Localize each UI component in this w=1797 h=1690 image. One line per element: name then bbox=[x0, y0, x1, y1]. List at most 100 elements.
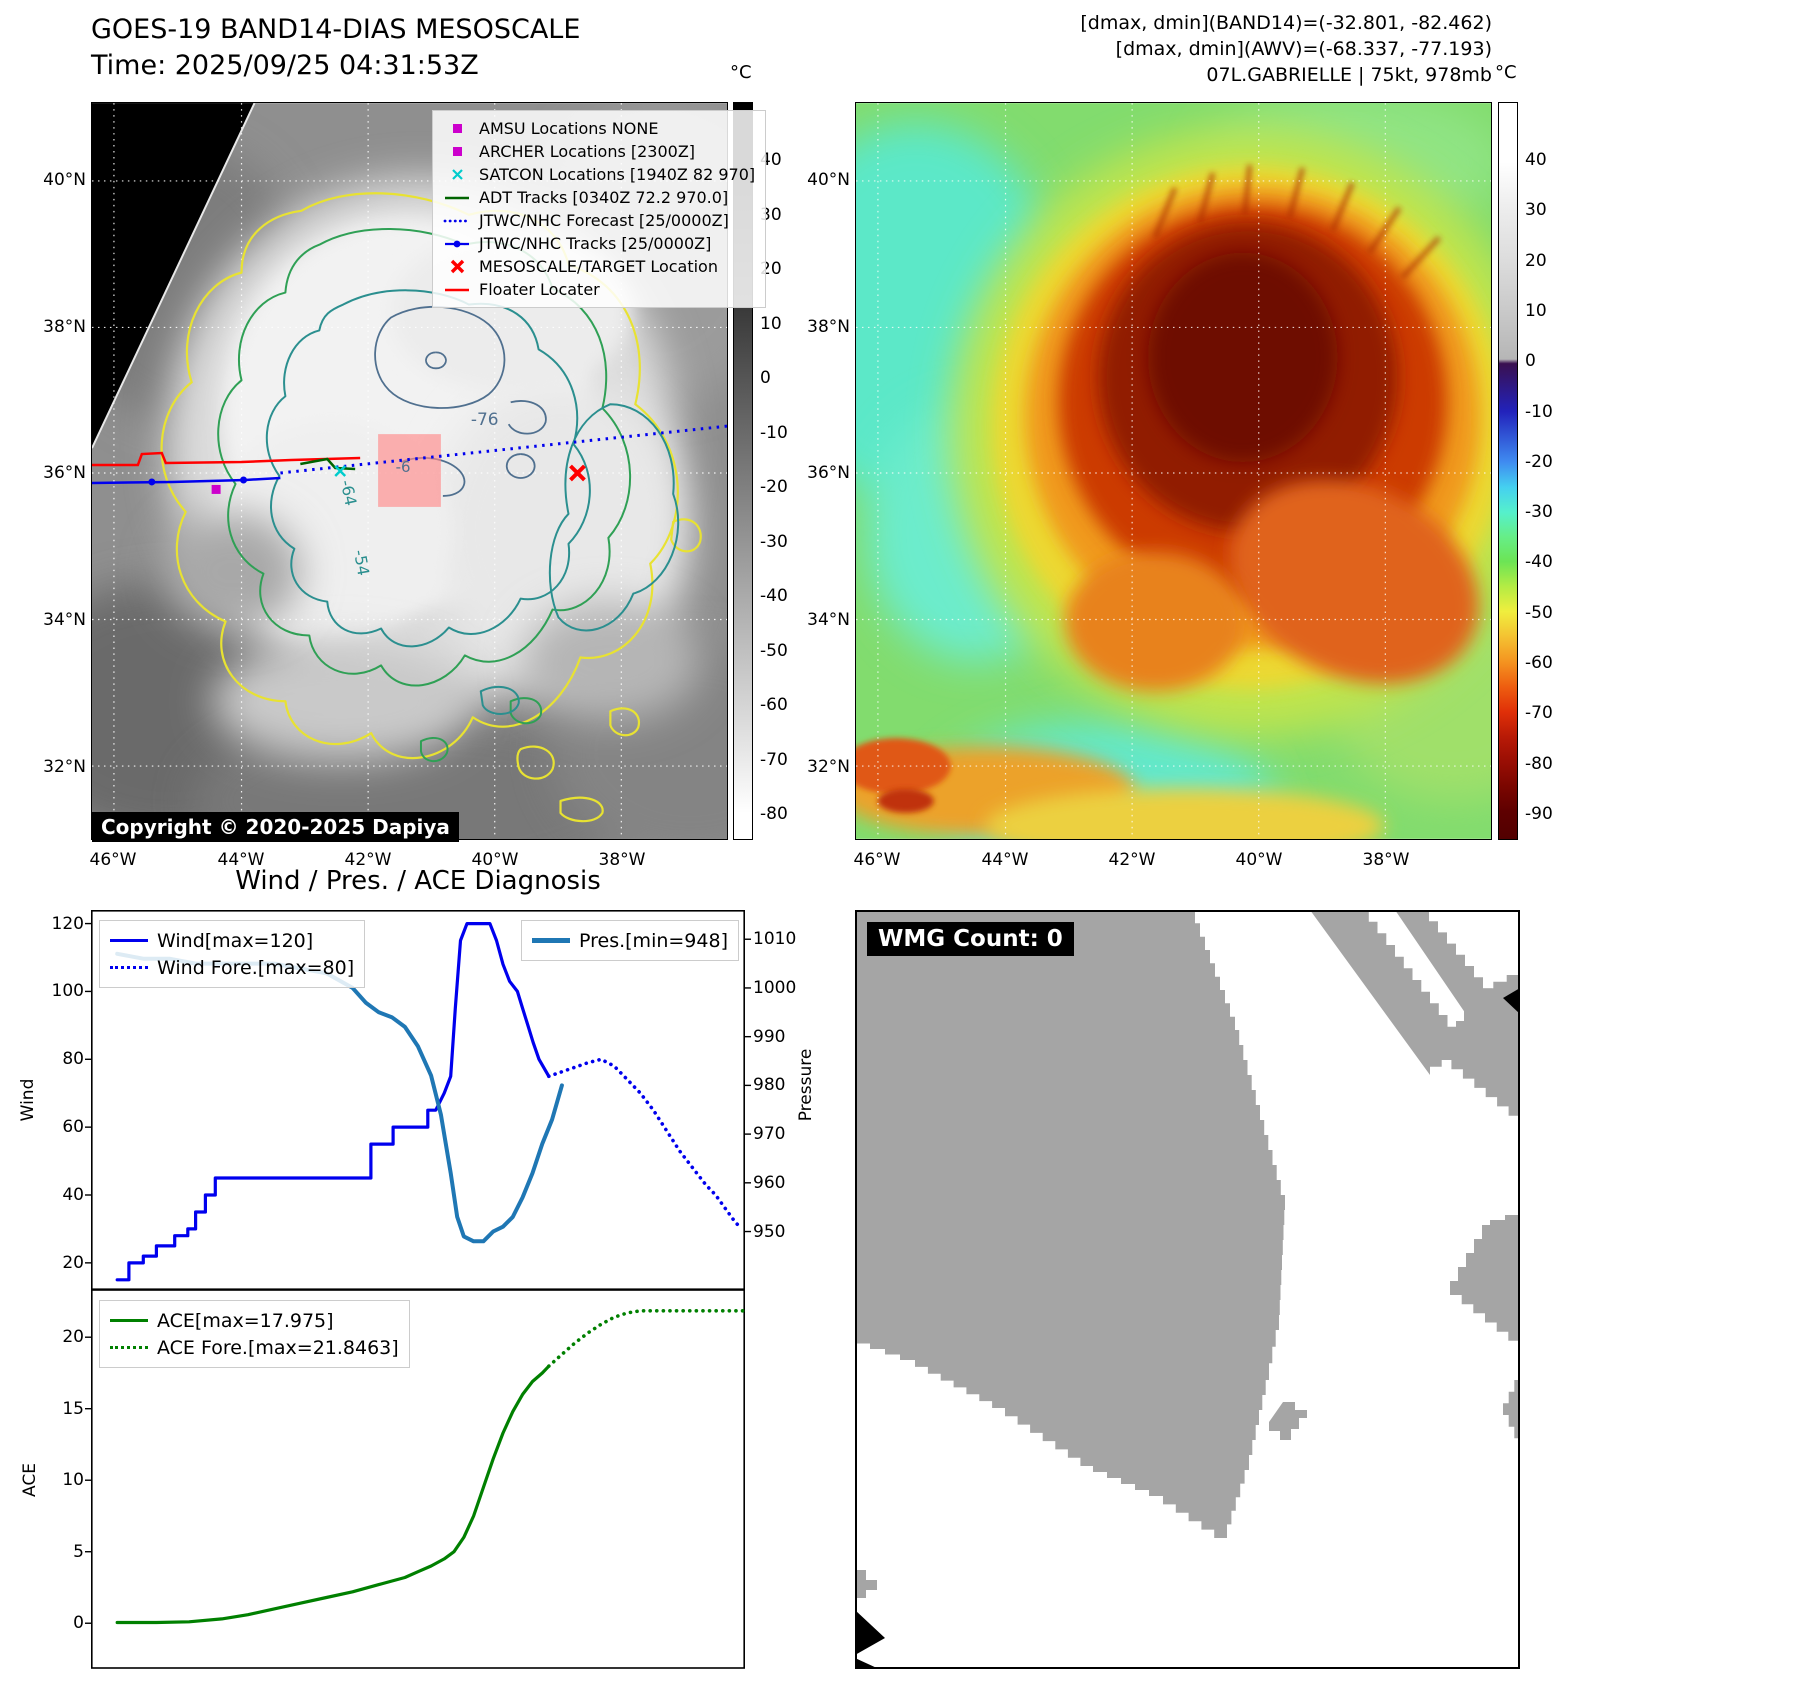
ace-line-sample bbox=[110, 1319, 148, 1322]
track-overlays bbox=[92, 424, 727, 507]
legend-label: ACE[max=17.975] bbox=[157, 1309, 334, 1332]
map-legend: AMSU Locations NONE ARCHER Locations [230… bbox=[432, 110, 767, 308]
tick-label: 36°N bbox=[43, 463, 86, 483]
legend-item: Wind Fore.[max=80] bbox=[110, 954, 354, 981]
target-x-marker bbox=[569, 464, 586, 482]
tick-label: 0 bbox=[1525, 351, 1536, 372]
tick-label: 38°N bbox=[43, 317, 86, 337]
contour-label: -6 bbox=[396, 458, 411, 476]
tick-label: -80 bbox=[760, 804, 788, 824]
tick-label: 970 bbox=[753, 1124, 786, 1145]
jtwc-track-point bbox=[240, 476, 248, 484]
satcon-marker bbox=[334, 465, 347, 477]
wmg-gray-mask-shape bbox=[1269, 1402, 1307, 1440]
series-wind-fore-max- bbox=[546, 1057, 744, 1231]
tick-label: 10 bbox=[760, 313, 782, 334]
colorbar-unit: °C bbox=[1495, 62, 1517, 83]
map-legend-item: Floater Locater bbox=[443, 278, 755, 301]
jtwc-forecast-track bbox=[280, 424, 727, 475]
goes-ir-satellite-map: -76 -64 -54 -6 bbox=[91, 102, 728, 840]
enhanced-ir-satellite-map bbox=[855, 102, 1492, 840]
tick-label: 46°W bbox=[853, 850, 901, 870]
wmg-gray-mask-shape bbox=[1503, 1380, 1520, 1450]
tick-label: -90 bbox=[1525, 803, 1553, 824]
ace-legend: ACE[max=17.975] ACE Fore.[max=21.8463] bbox=[99, 1300, 410, 1368]
tick-label: 20 bbox=[1525, 250, 1547, 271]
wmg-gray-mask-shape bbox=[855, 910, 1285, 1538]
contour-label: -76 bbox=[471, 409, 499, 429]
archer-location-marker bbox=[211, 484, 221, 494]
tick-label: -40 bbox=[1525, 552, 1553, 573]
tick-label: -40 bbox=[760, 586, 788, 606]
tick-label: 42°W bbox=[1108, 850, 1156, 870]
map-legend-item: ARCHER Locations [2300Z] bbox=[443, 140, 755, 163]
series-ace-fore-max- bbox=[546, 1308, 747, 1369]
map-legend-item: SATCON Locations [1940Z 82 970] bbox=[443, 163, 755, 186]
wmg-gray-mask-shape bbox=[1440, 975, 1520, 1125]
map-legend-item: MESOSCALE/TARGET Location bbox=[443, 255, 755, 278]
contour-teal bbox=[265, 289, 680, 715]
tick-label: -70 bbox=[760, 749, 788, 770]
legend-label: Wind[max=120] bbox=[157, 929, 314, 952]
x-marker-icon bbox=[443, 167, 473, 182]
rainbow-colorbar bbox=[1498, 102, 1518, 840]
series-ace-max- bbox=[115, 1364, 551, 1625]
tick-label: 38°W bbox=[1362, 850, 1410, 870]
tick-label: 950 bbox=[753, 1221, 786, 1242]
tick-label: 0 bbox=[760, 368, 771, 388]
map-legend-label: SATCON Locations [1940Z 82 970] bbox=[479, 165, 756, 184]
tick-label: 38°N bbox=[807, 317, 850, 337]
wmg-black-mask-shape bbox=[1503, 988, 1520, 1014]
tick-label: 10 bbox=[62, 1470, 84, 1491]
map-legend-label: ADT Tracks [0340Z 72.2 970.0] bbox=[479, 188, 729, 207]
wind-axis-label: Wind bbox=[18, 1078, 38, 1122]
tick-label: 120 bbox=[51, 913, 84, 934]
ace-forecast-line-sample bbox=[110, 1346, 148, 1349]
tick-label: -30 bbox=[760, 531, 788, 552]
tick-label: 15 bbox=[62, 1398, 84, 1419]
contour-label: -64 bbox=[337, 478, 361, 507]
dmax-band14-line: [dmax, dmin](BAND14)=(-32.801, -82.462) bbox=[1080, 12, 1492, 34]
pressure-line-sample bbox=[532, 938, 570, 943]
tick-label: 40 bbox=[1525, 150, 1547, 170]
jtwc-track bbox=[92, 476, 281, 485]
tick-label: -80 bbox=[1525, 753, 1553, 774]
floater-locater-line bbox=[92, 451, 361, 467]
legend-label: Pres.[min=948] bbox=[579, 929, 728, 952]
wind-pres-ace-charts bbox=[85, 910, 751, 1669]
jtwc-track-point bbox=[148, 478, 156, 486]
wmg-black-mask-shape bbox=[855, 1658, 879, 1669]
map-grid bbox=[856, 103, 1491, 839]
contour-slate bbox=[374, 305, 547, 497]
tick-label: 34°N bbox=[807, 610, 850, 630]
pressure-legend: Pres.[min=948] bbox=[521, 920, 739, 961]
tick-label: -20 bbox=[1525, 451, 1553, 472]
map-legend-label: Floater Locater bbox=[479, 280, 600, 299]
tick-label: 30 bbox=[1525, 200, 1547, 221]
tick-label: 40 bbox=[62, 1185, 84, 1205]
tick-label: 44°W bbox=[981, 850, 1029, 870]
map-legend-label: JTWC/NHC Tracks [25/0000Z] bbox=[479, 234, 712, 253]
map-legend-label: ARCHER Locations [2300Z] bbox=[479, 142, 696, 161]
gravity-wave-streaks bbox=[1152, 164, 1441, 280]
map-legend-label: MESOSCALE/TARGET Location bbox=[479, 257, 718, 276]
ace-axis-label: ACE bbox=[20, 1463, 40, 1497]
map-legend-label: AMSU Locations NONE bbox=[479, 119, 659, 138]
wmg-black-mask-shape bbox=[855, 1610, 885, 1655]
legend-item: Pres.[min=948] bbox=[532, 927, 728, 954]
map-legend-item: ADT Tracks [0340Z 72.2 970.0] bbox=[443, 186, 755, 209]
series-pres-min- bbox=[115, 951, 564, 1244]
series-wind-max- bbox=[115, 922, 551, 1282]
storm-id-line: 07L.GABRIELLE | 75kt, 978mb bbox=[1206, 64, 1492, 86]
tick-label: 80 bbox=[62, 1049, 84, 1070]
enhanced-ir-texture bbox=[856, 103, 1491, 839]
tick-label: 40°N bbox=[43, 170, 86, 190]
tick-label: -70 bbox=[1525, 703, 1553, 724]
tick-label: 100 bbox=[51, 981, 84, 1002]
legend-item: ACE[max=17.975] bbox=[110, 1307, 399, 1334]
wind-line-sample bbox=[110, 939, 148, 942]
wmg-count-badge: WMG Count: 0 bbox=[867, 922, 1074, 956]
tick-label: 60 bbox=[62, 1117, 84, 1138]
tick-label: 990 bbox=[753, 1026, 786, 1047]
